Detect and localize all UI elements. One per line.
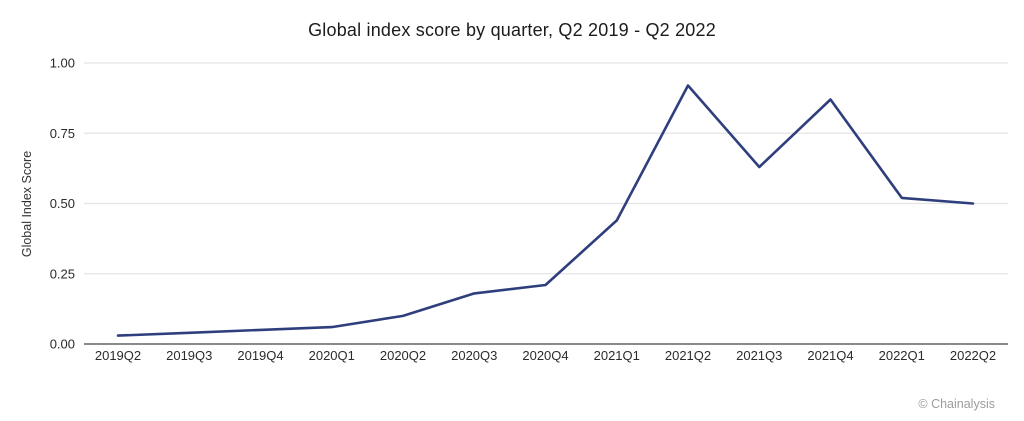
chart-title: Global index score by quarter, Q2 2019 -… [308,20,716,40]
x-tick-label: 2022Q1 [879,348,925,363]
x-tick-label: 2021Q3 [736,348,782,363]
x-tick-label: 2019Q4 [237,348,283,363]
x-tick-label: 2021Q4 [807,348,853,363]
x-tick-label: 2020Q4 [522,348,568,363]
index-score-line [116,84,975,337]
y-tick-label: 0.50 [50,196,75,211]
x-tick-label: 2020Q2 [380,348,426,363]
chainalysis-credit: © Chainalysis [918,397,995,411]
x-tick-label: 2022Q2 [950,348,996,363]
x-tick-label: 2019Q3 [166,348,212,363]
x-tick-label: 2019Q2 [95,348,141,363]
y-tick-label: 0.25 [50,266,75,281]
x-tick-label: 2020Q1 [309,348,355,363]
y-tick-label: 1.00 [50,56,75,71]
x-tick-label: 2020Q3 [451,348,497,363]
y-tick-label: 0.75 [50,126,75,141]
y-tick-label: 0.00 [50,337,75,352]
x-tick-label: 2021Q1 [594,348,640,363]
x-tick-label: 2021Q2 [665,348,711,363]
